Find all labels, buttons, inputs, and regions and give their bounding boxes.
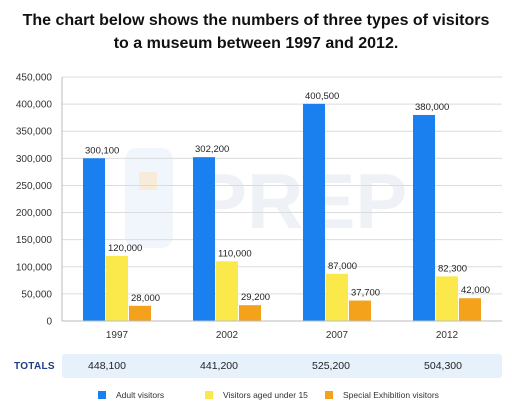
bar-special-2012 xyxy=(459,298,481,321)
bar-adult-2002 xyxy=(193,157,215,321)
data-label-special-2007: 37,700 xyxy=(351,288,380,299)
legend: Adult visitors Visitors aged under 15 Sp… xyxy=(0,390,512,410)
bar-chart: 0 50,000 100,000 150,000 200,000 250,000 300,0… xyxy=(16,73,502,341)
chart-title: The chart below shows the numbers of thr… xyxy=(0,9,512,55)
data-label-under15-2002: 110,000 xyxy=(218,248,252,259)
bar-special-1997 xyxy=(129,305,151,321)
x-axis: 1997 2002 2007 2012 xyxy=(62,320,502,341)
bar-under15-2012 xyxy=(436,276,458,321)
bar-adult-2012 xyxy=(413,114,435,321)
legend-label-adult: Adult visitors xyxy=(116,390,165,400)
legend-swatch-special xyxy=(325,391,333,399)
bars xyxy=(83,103,481,321)
data-label-adult-2002: 302,200 xyxy=(195,144,229,155)
data-label-adult-2007: 400,500 xyxy=(305,91,339,102)
legend-item-under15: Visitors aged under 15 xyxy=(205,390,308,400)
y-tick-label: 100,000 xyxy=(16,262,53,273)
y-tick-label: 150,000 xyxy=(16,235,53,246)
legend-label-special: Special Exhibition visitors xyxy=(343,390,439,400)
total-value-1997: 448,100 xyxy=(88,360,126,372)
y-tick-label: 350,000 xyxy=(16,127,53,138)
y-tick-label: 450,000 xyxy=(16,73,53,84)
totals-bar: 448,100 441,200 525,200 504,300 xyxy=(62,354,502,378)
bar-adult-2007 xyxy=(303,103,325,321)
bar-under15-1997 xyxy=(106,255,128,321)
total-value-2012: 504,300 xyxy=(424,360,462,372)
legend-label-under15: Visitors aged under 15 xyxy=(223,390,308,400)
title-line-1: The chart below shows the numbers of thr… xyxy=(22,12,490,29)
y-tick-label: 50,000 xyxy=(21,289,52,300)
data-label-special-1997: 28,000 xyxy=(131,293,160,304)
legend-swatch-adult xyxy=(98,391,106,399)
y-tick-label: 400,000 xyxy=(16,100,53,111)
x-tick-label-1997: 1997 xyxy=(106,330,129,341)
data-label-special-2012: 42,000 xyxy=(461,285,490,296)
data-label-adult-1997: 300,100 xyxy=(85,145,119,156)
legend-item-adult: Adult visitors xyxy=(98,390,164,400)
bar-special-2002 xyxy=(239,305,261,321)
y-tick-label: 0 xyxy=(46,317,52,328)
totals-label: TOTALS xyxy=(14,361,55,372)
legend-swatch-under15 xyxy=(205,391,213,399)
data-label-under15-2012: 82,300 xyxy=(438,263,467,274)
data-label-special-2002: 29,200 xyxy=(241,292,270,303)
data-label-adult-2012: 380,000 xyxy=(415,102,449,113)
legend-item-special: Special Exhibition visitors xyxy=(325,390,439,400)
x-tick-label-2002: 2002 xyxy=(216,330,239,341)
y-tick-label: 250,000 xyxy=(16,181,53,192)
total-value-2007: 525,200 xyxy=(312,360,350,372)
x-tick-label-2007: 2007 xyxy=(326,330,349,341)
x-tick-label-2012: 2012 xyxy=(436,330,459,341)
y-tick-label: 200,000 xyxy=(16,208,53,219)
y-axis: 0 50,000 100,000 150,000 200,000 250,000 300,0… xyxy=(16,73,63,328)
data-label-under15-2007: 87,000 xyxy=(328,261,357,272)
bar-adult-1997 xyxy=(83,158,105,321)
data-label-under15-1997: 120,000 xyxy=(108,243,142,254)
data-labels: 300,100 120,000 28,000 302,200 110,000 29,200… xyxy=(85,91,490,304)
bar-under15-2002 xyxy=(216,261,238,321)
bar-under15-2007 xyxy=(326,273,348,321)
total-value-2002: 441,200 xyxy=(200,360,238,372)
y-tick-label: 300,000 xyxy=(16,154,53,165)
bar-special-2007 xyxy=(349,300,371,321)
title-line-2: to a museum between 1997 and 2012. xyxy=(113,35,399,52)
